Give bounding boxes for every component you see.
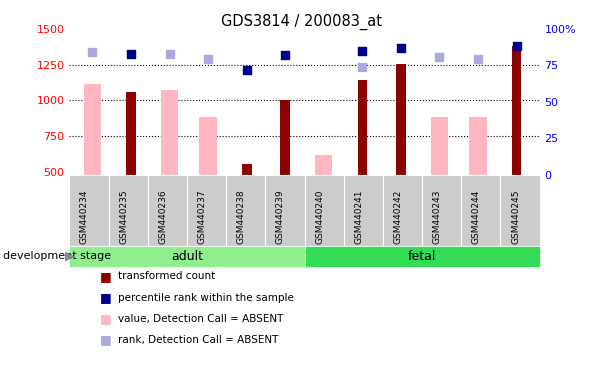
- Point: [87, 49, 97, 55]
- Text: fetal: fetal: [408, 250, 437, 263]
- Point: [126, 51, 136, 57]
- Point: [280, 52, 290, 58]
- Bar: [431, 118, 448, 175]
- Text: GSM440239: GSM440239: [276, 189, 285, 244]
- Text: GSM440237: GSM440237: [198, 189, 206, 244]
- Point: [203, 56, 213, 63]
- Text: ■: ■: [99, 312, 112, 325]
- Text: GSM440245: GSM440245: [511, 189, 520, 244]
- Bar: [126, 93, 136, 175]
- Point: [242, 66, 251, 73]
- Bar: [512, 46, 522, 175]
- Text: ▶: ▶: [65, 250, 75, 263]
- Text: GSM440244: GSM440244: [472, 189, 481, 244]
- Text: development stage: development stage: [3, 251, 111, 262]
- Bar: [280, 100, 290, 175]
- Text: GSM440243: GSM440243: [433, 189, 441, 244]
- Text: ■: ■: [99, 333, 112, 346]
- Text: transformed count: transformed count: [118, 271, 215, 281]
- Text: GSM440240: GSM440240: [315, 189, 324, 244]
- Text: GDS3814 / 200083_at: GDS3814 / 200083_at: [221, 13, 382, 30]
- Point: [435, 53, 444, 60]
- Text: GSM440242: GSM440242: [394, 189, 403, 244]
- Point: [512, 43, 522, 50]
- Text: GSM440236: GSM440236: [159, 189, 167, 244]
- Bar: [358, 80, 367, 175]
- Point: [396, 45, 406, 51]
- Text: GSM440234: GSM440234: [80, 189, 89, 244]
- Bar: [469, 118, 487, 175]
- Bar: [161, 89, 178, 175]
- Point: [165, 51, 174, 57]
- Point: [358, 48, 367, 54]
- Text: value, Detection Call = ABSENT: value, Detection Call = ABSENT: [118, 314, 283, 324]
- Text: ■: ■: [99, 291, 112, 304]
- Text: adult: adult: [171, 250, 203, 263]
- Point: [358, 64, 367, 70]
- Bar: [242, 164, 251, 175]
- Text: GSM440238: GSM440238: [237, 189, 246, 244]
- Bar: [200, 118, 217, 175]
- Text: GSM440241: GSM440241: [355, 189, 363, 244]
- Text: rank, Detection Call = ABSENT: rank, Detection Call = ABSENT: [118, 335, 278, 345]
- Text: ■: ■: [99, 270, 112, 283]
- Bar: [396, 64, 406, 175]
- Bar: [315, 155, 332, 175]
- Bar: [84, 84, 101, 175]
- Text: GSM440235: GSM440235: [119, 189, 128, 244]
- Point: [473, 56, 483, 63]
- Text: percentile rank within the sample: percentile rank within the sample: [118, 293, 294, 303]
